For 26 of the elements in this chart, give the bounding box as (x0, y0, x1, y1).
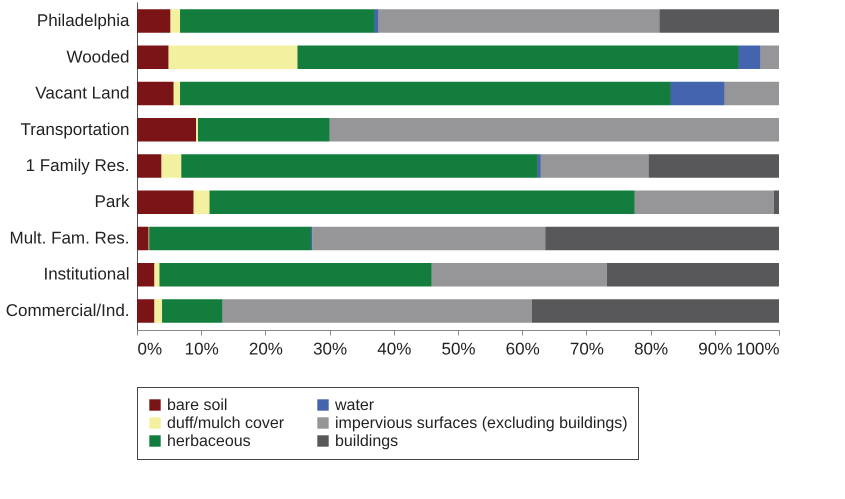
legend-label: water (334, 397, 375, 414)
x-tick-label: 0% (138, 340, 162, 358)
legend-label: duff/mulch cover (167, 415, 285, 432)
y-tick-label: Park (94, 192, 130, 212)
x-tick-label: 80% (634, 340, 668, 358)
y-tick-label: Philadelphia (36, 11, 130, 30)
y-tick-label: Transportation (20, 120, 130, 139)
x-tick-label: 70% (570, 340, 604, 358)
x-tick-label: 100% (736, 340, 780, 358)
y-tick-label: Vacant Land (35, 84, 130, 103)
x-tick-label: 90% (698, 340, 732, 358)
legend-label: herbaceous (167, 433, 251, 450)
y-tick-label: Commercial/Ind. (6, 300, 130, 320)
x-tick-label: 40% (377, 340, 412, 358)
legend-label: impervious surfaces (excluding buildings) (335, 415, 628, 432)
x-tick-label: 50% (441, 340, 476, 358)
y-tick-label: Institutional (44, 264, 130, 284)
y-tick-label: Wooded (66, 47, 130, 66)
x-tick-label: 20% (248, 340, 283, 358)
x-tick-label: 30% (313, 340, 348, 358)
x-tick-label: 10% (184, 340, 219, 358)
legend-label: bare soil (167, 397, 228, 414)
y-tick-label: Mult. Fam. Res. (10, 228, 130, 248)
legend-label: buildings (335, 433, 398, 450)
y-tick-label: 1 Family Res. (26, 156, 130, 175)
x-tick-label: 60% (506, 340, 540, 358)
